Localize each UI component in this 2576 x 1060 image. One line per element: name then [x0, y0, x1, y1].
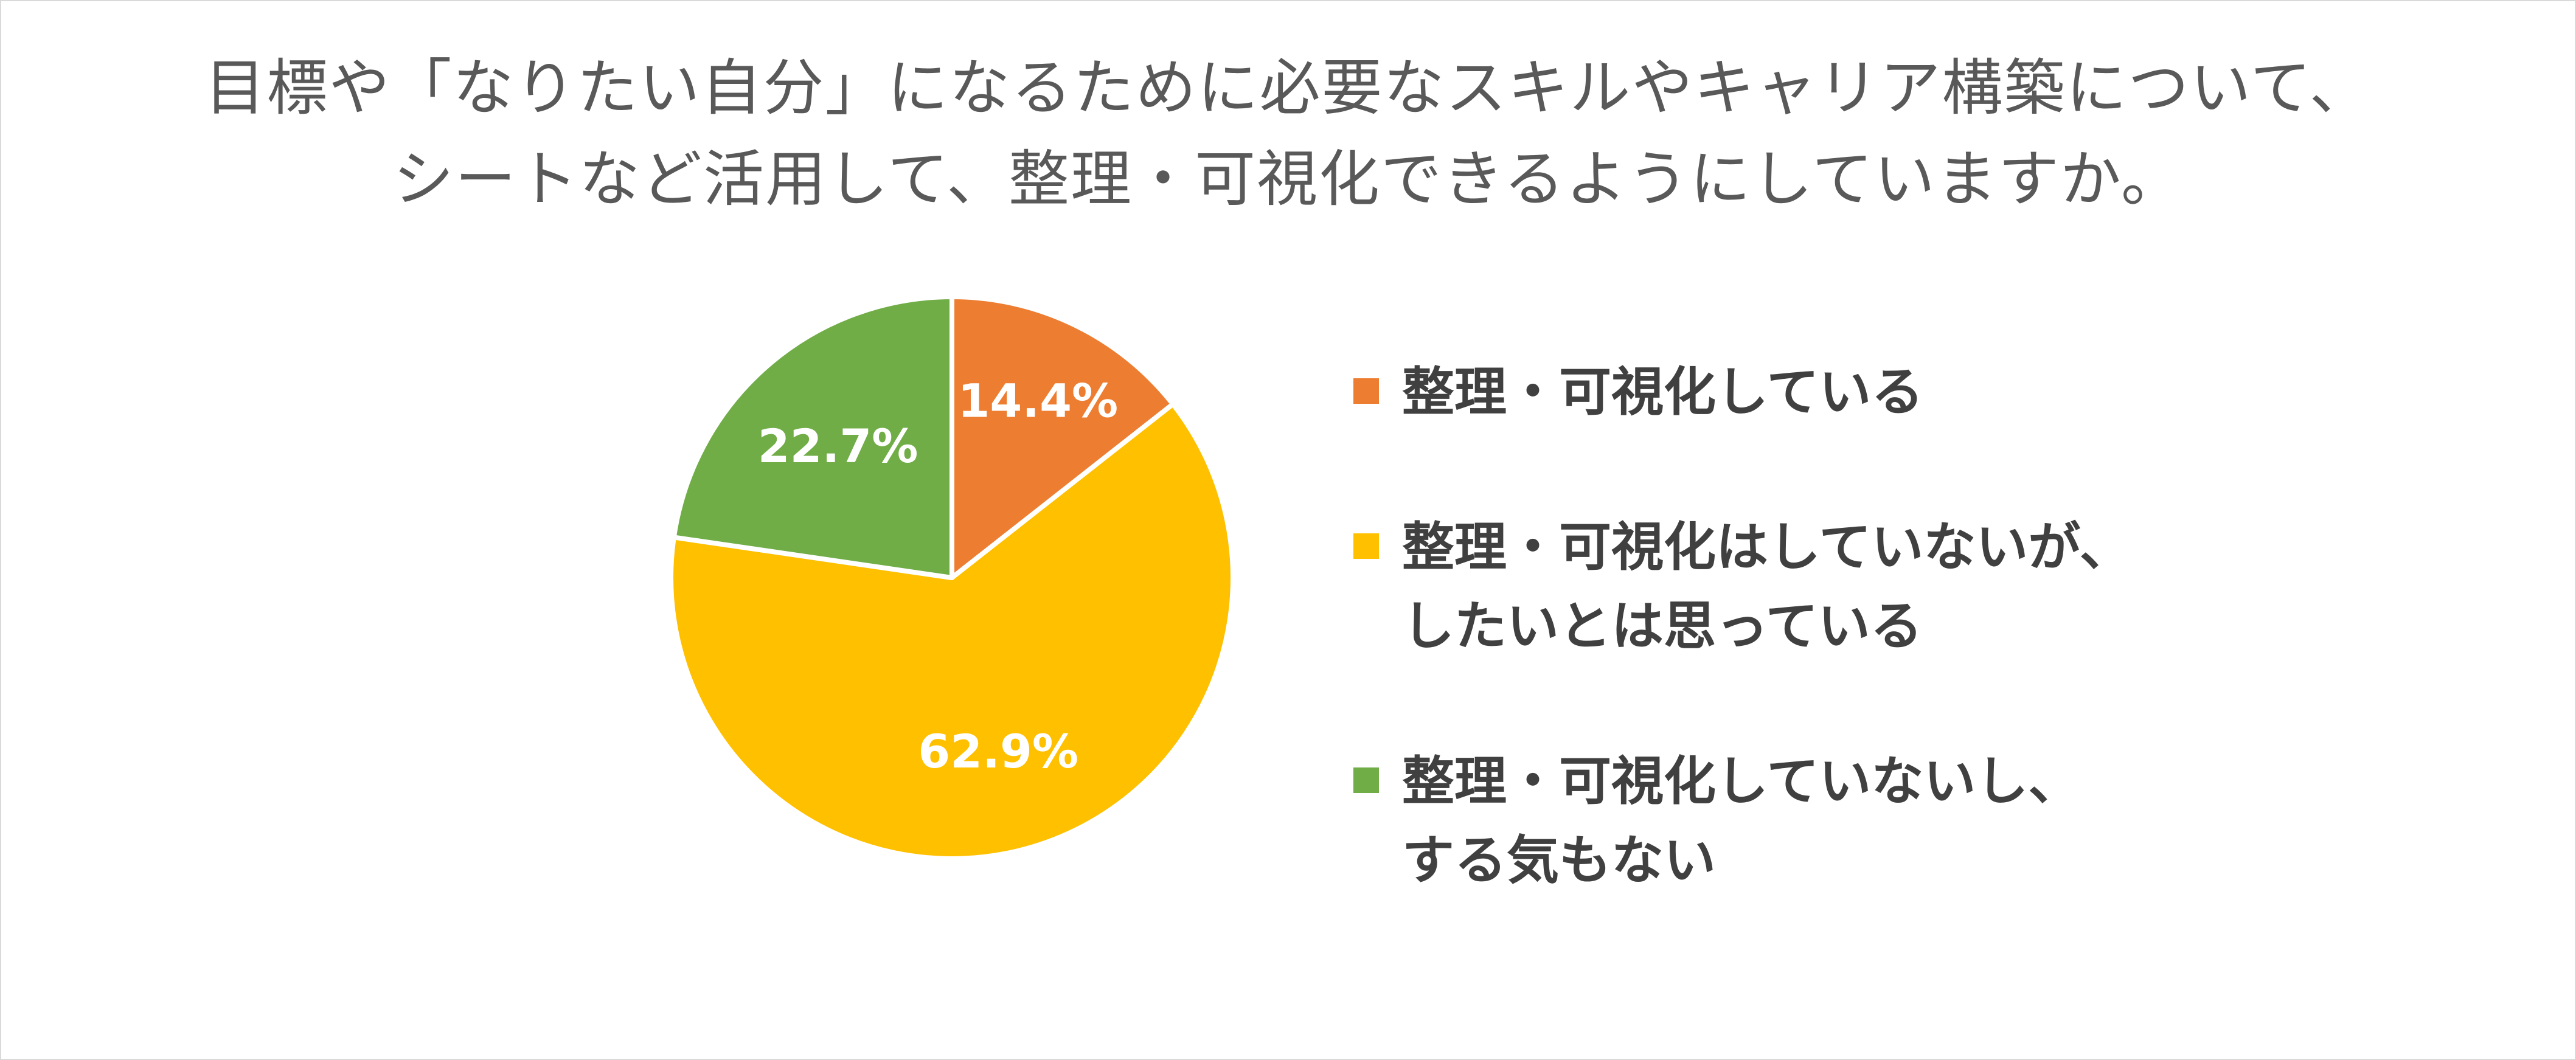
- legend-item-no-intention: 整理・可視化していないし、 する気もない: [1353, 742, 2205, 900]
- pie-slice-no-intention: [671, 294, 954, 580]
- legend-swatch-want-to: [1353, 533, 1379, 559]
- legend-label-want-to-line-2: したいとは思っている: [1402, 596, 1923, 657]
- pie-slices: [668, 294, 1235, 861]
- legend-item-want-to: 整理・可視化はしていないが、 したいとは思っている: [1353, 508, 2205, 666]
- legend-label-organized: 整理・可視化している: [1402, 362, 1924, 423]
- data-label-organized: 14.4%: [958, 374, 1119, 428]
- legend-swatch-no-intention: [1353, 767, 1379, 793]
- pie-data-labels: 14.4% 62.9% 22.7%: [758, 374, 1118, 779]
- chart-title: 目標や「なりたい自分」になるために必要なスキルやキャリア構築について、 シートな…: [0, 43, 2576, 225]
- data-label-no-intention: 22.7%: [758, 419, 918, 473]
- data-label-want-to: 62.9%: [918, 724, 1078, 778]
- pie-slice-organized: [950, 294, 1176, 580]
- legend-label-no-intention-line-1: 整理・可視化していないし、: [1402, 751, 2081, 812]
- legend: 整理・可視化している 整理・可視化はしていないが、 したいとは思っている 整理・…: [1353, 353, 2205, 900]
- pie-slice-want-to: [668, 401, 1235, 861]
- legend-label-no-intention-line-2: する気もない: [1402, 830, 1716, 891]
- legend-swatch-organized: [1353, 378, 1379, 404]
- legend-label-want-to-line-1: 整理・可視化はしていないが、: [1402, 517, 2132, 578]
- chart-title-line-2: シートなど活用して、整理・可視化できるようにしていますか。: [393, 144, 2183, 215]
- legend-item-organized: 整理・可視化している: [1353, 353, 2205, 432]
- chart-title-line-1: 目標や「なりたい自分」になるために必要なスキルやキャリア構築について、: [204, 52, 2372, 123]
